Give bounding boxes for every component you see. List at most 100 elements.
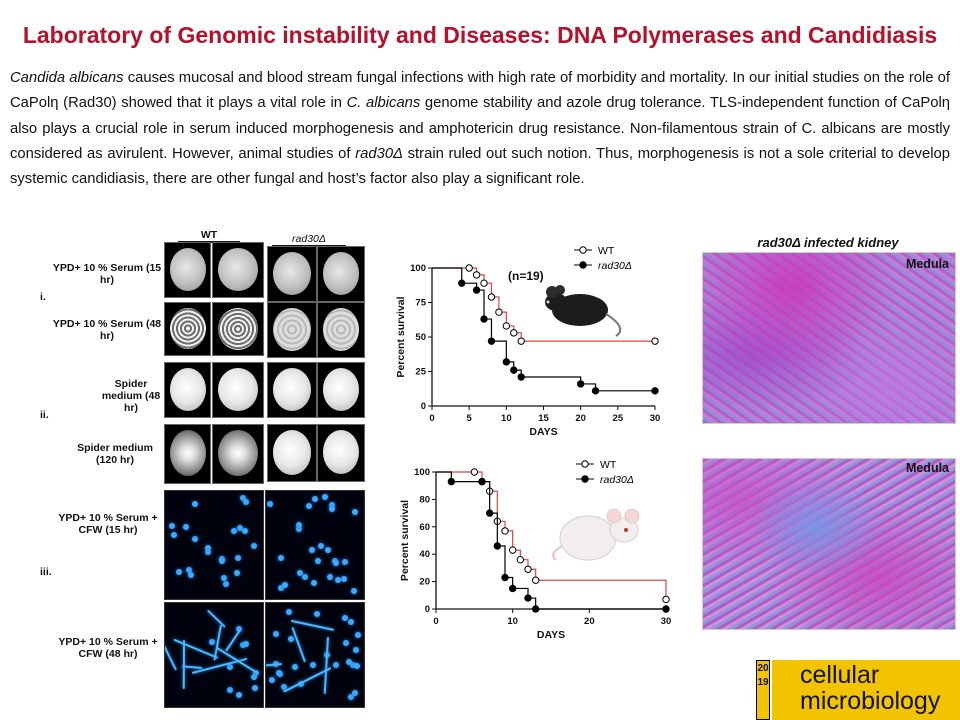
medula-label-1: Medula (905, 257, 949, 271)
yeast-cell (321, 493, 328, 500)
series-line-1 (432, 267, 655, 392)
plate-wt-spider-48hr-a (164, 362, 211, 418)
hypha-filament (323, 637, 329, 695)
data-point (531, 605, 540, 613)
yeast-cell (347, 693, 354, 700)
abstract-strain: rad30Δ (355, 145, 403, 162)
yeast-cell (233, 569, 240, 576)
x-tick-label: 25 (613, 413, 624, 424)
hypha-filament (224, 629, 241, 652)
row-label-spider-48hr: Spider medium (48 hr) (101, 378, 161, 414)
hypha-filament (291, 627, 307, 663)
kidney-title-text: rad30Δ infected kidney (757, 235, 899, 250)
y-tick-label: 40 (419, 549, 430, 560)
y-tick-label: 60 (419, 522, 430, 533)
yeast-cell (237, 524, 244, 531)
journal-logo: cellular microbiology (772, 660, 960, 720)
yeast-cell (188, 572, 195, 579)
row-label-cfw-15hr: YPD+ 10 % Serum + CFW (15 hr) (58, 512, 158, 536)
yeast-cell (191, 501, 198, 508)
yeast-cell (223, 581, 230, 588)
yeast-cell (297, 569, 304, 576)
data-point (458, 279, 466, 287)
data-point (516, 555, 525, 564)
yeast-cell (182, 523, 189, 530)
yeast-cell (277, 555, 284, 561)
yeast-cell (348, 619, 355, 626)
plate-rad30-serum-15hr-b (317, 246, 365, 302)
plate-wt-serum-15hr-b (212, 242, 264, 298)
yeast-cell (333, 559, 340, 566)
row-label-serum-15hr: YPD+ 10 % Serum (15 hr) (52, 262, 162, 286)
plate-wt-serum-48hr-b (212, 302, 264, 356)
yeast-cell (252, 684, 259, 691)
panel-label-i: i. (40, 291, 46, 303)
yeast-cell (288, 635, 295, 642)
yeast-cell (346, 658, 353, 665)
data-point (508, 584, 517, 593)
yeast-cell (175, 569, 182, 576)
yeast-cell (231, 528, 238, 535)
yeast-cell (351, 690, 358, 697)
data-point (495, 308, 503, 316)
yeast-cell (309, 546, 316, 553)
yeast-cell (243, 640, 250, 647)
microscopy-wt-cfw-48hr (164, 602, 264, 708)
yeast-cell (305, 503, 312, 510)
plate-wt-serum-48hr-a (164, 302, 211, 356)
y-axis-label: Percent survival (395, 296, 407, 377)
legend-marker (581, 475, 589, 483)
yeast-cell (219, 558, 226, 565)
data-point (524, 594, 532, 602)
yeast-cell (239, 641, 246, 648)
yeast-cell (318, 542, 325, 549)
yeast-cell (235, 554, 242, 561)
abstract-species: Candida albicans (10, 70, 124, 86)
chart1-annotation: (n=19) (508, 269, 544, 283)
yeast-cell (296, 521, 303, 528)
yeast-cell (209, 638, 216, 645)
survival-chart-white-mice: WT rad30Δ 0 10 20 30 0 20 40 60 80 100 DAYS Percent … (399, 459, 671, 641)
data-point (501, 527, 509, 535)
yeast-cell (310, 580, 317, 587)
yeast-cell (226, 664, 233, 671)
data-point (501, 573, 509, 582)
yeast-cell (325, 546, 332, 553)
y-tick-label: 50 (415, 332, 426, 343)
hypha-filament (213, 624, 223, 661)
abstract-text-2: genome stability and azole drug toleranc… (10, 95, 950, 162)
data-point (651, 387, 659, 395)
yeast-cell (266, 501, 273, 508)
data-point (502, 322, 511, 330)
legend-label: WT (598, 245, 615, 257)
y-tick-label: 100 (414, 467, 430, 478)
yeast-cell (328, 506, 335, 513)
yeast-cell (204, 545, 211, 552)
column-header-wt: WT (178, 229, 240, 243)
yeast-cell (328, 501, 335, 508)
chart1-legend: WT rad30Δ (574, 245, 632, 272)
yeast-cell (235, 691, 242, 698)
x-tick-label: 5 (467, 413, 473, 424)
data-point (487, 337, 496, 345)
x-tick-label: 0 (433, 616, 438, 627)
data-point (576, 380, 585, 388)
yeast-cell (191, 536, 198, 543)
x-tick-label: 20 (575, 413, 586, 424)
yeast-cell (292, 663, 299, 670)
data-point (465, 264, 473, 272)
plate-rad30-serum-48hr-b (317, 302, 365, 358)
plate-rad30-serum-48hr-a (267, 302, 317, 358)
plate-wt-spider-48hr-b (212, 362, 264, 418)
microscopy-rad30-cfw-48hr (265, 602, 365, 708)
abstract-paragraph: Candida albicans causes mucosal and bloo… (10, 66, 950, 192)
data-point (447, 477, 456, 486)
x-axis-label: DAYS (529, 426, 557, 438)
chart2-legend: WT rad30Δ (576, 459, 634, 486)
yeast-cell (226, 686, 233, 693)
yeast-cell (313, 611, 320, 618)
data-point (470, 468, 479, 476)
data-point (493, 542, 502, 550)
medula-label-2: Medula (905, 461, 949, 475)
yeast-cell (341, 614, 348, 621)
